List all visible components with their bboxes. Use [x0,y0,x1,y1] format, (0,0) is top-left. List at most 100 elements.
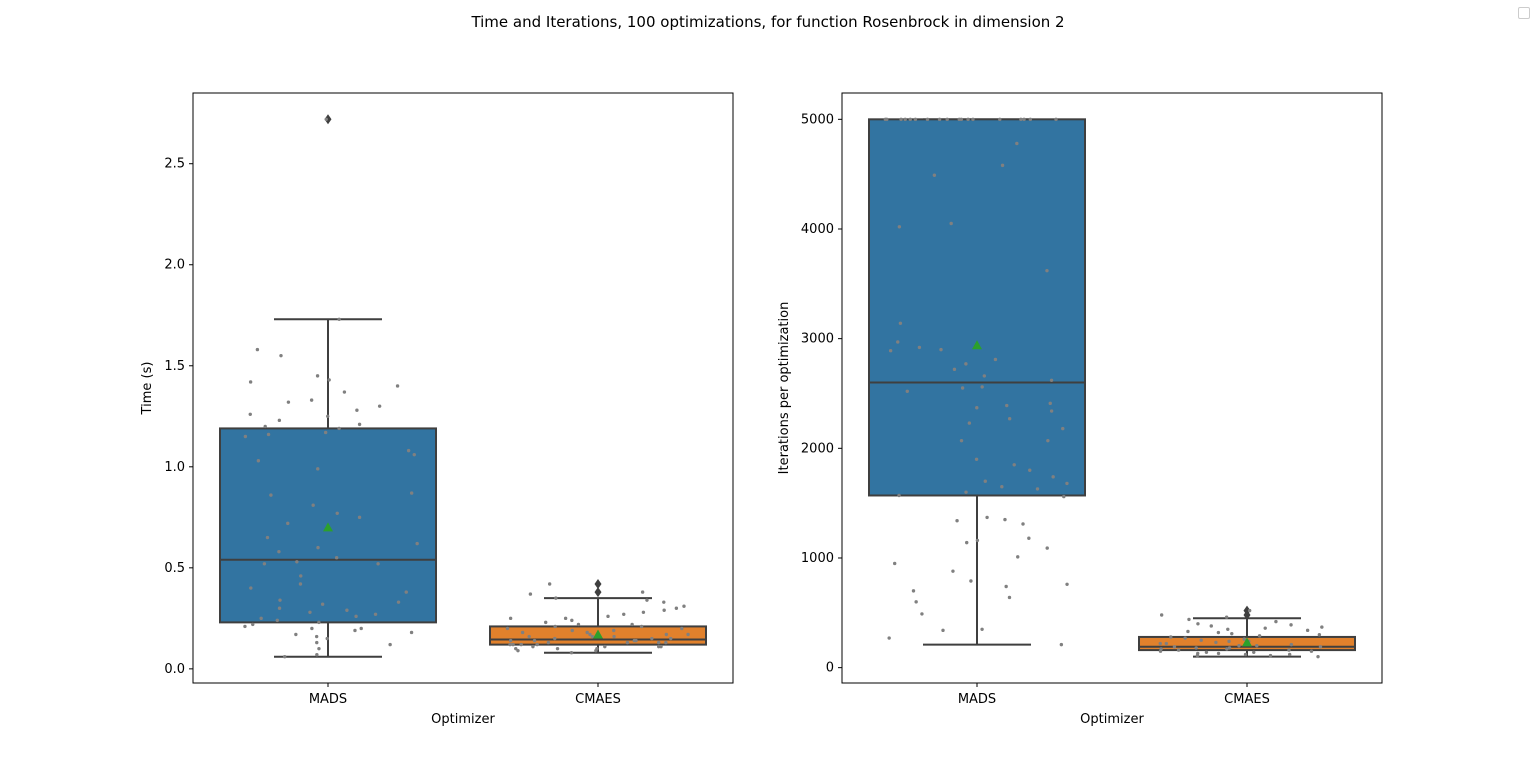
x-tick-label: MADS [309,692,347,707]
data-point [1187,617,1191,622]
data-point [659,644,663,649]
y-tick-label: 4000 [801,222,834,237]
data-point [1007,417,1012,421]
data-point [639,624,644,629]
data-point [1186,629,1190,634]
data-point [664,632,669,637]
data-point [277,606,282,610]
data-point [259,616,263,621]
mean-marker [323,522,333,532]
data-point [337,317,341,322]
data-point [914,600,918,604]
data-point [532,638,537,643]
data-point [354,614,358,619]
data-point [310,626,314,631]
data-point [553,636,557,641]
data-point [311,503,315,507]
data-point [680,626,684,631]
data-point [980,385,984,389]
data-point [998,117,1002,122]
data-point [885,117,889,122]
data-point [357,515,362,520]
data-point [1015,141,1019,146]
data-point [359,626,363,631]
data-point [630,622,634,627]
data-point [588,632,592,637]
data-point [896,340,900,344]
x-tick-label: CMAES [1224,692,1270,707]
y-tick-label: 0.5 [164,561,185,576]
data-point [664,640,668,645]
data-point [913,117,918,122]
data-point [982,374,987,378]
data-point [1158,641,1162,646]
data-point [1035,487,1040,491]
data-point [656,640,661,645]
y-tick-label: 1.5 [164,359,185,374]
data-point [645,598,649,602]
data-point [1003,517,1007,522]
data-point [1172,645,1177,649]
data-point [917,345,922,350]
data-point [569,650,574,655]
data-point [1004,584,1008,589]
data-point [955,518,959,523]
data-point [632,638,637,643]
data-point [969,579,973,583]
x-axis-label: Optimizer [431,712,495,727]
data-point [1016,555,1020,559]
data-point [323,430,328,435]
data-point [1274,619,1278,624]
data-point [563,616,568,621]
data-point [256,459,261,463]
data-point [959,117,964,122]
data-point [1049,378,1054,383]
data-point [606,614,610,619]
data-point [686,632,690,637]
data-point [327,378,331,382]
data-point [396,600,401,604]
data-point [546,640,551,645]
data-point [1287,648,1291,652]
data-point [299,574,303,578]
data-point [516,648,520,653]
data-point [965,540,969,545]
data-point [1289,623,1293,627]
data-point [337,426,341,431]
data-point [282,655,287,659]
data-point [1046,438,1050,443]
data-point [1164,641,1169,646]
data-point [279,353,283,358]
data-point [1199,638,1203,642]
time-boxplot-chart: 0.0 0.5 1.0 1.5 2.0 2.5 MADS CMAES Optimizer Time… [140,92,734,727]
strip-points-mads [883,117,1069,647]
data-point [887,636,891,640]
data-point [1000,484,1004,489]
legend-box [1518,7,1530,19]
data-point [1268,653,1273,658]
iqr-box [868,118,1086,497]
data-point [662,600,666,604]
data-point [316,467,320,471]
data-point [898,321,903,325]
data-point [974,457,979,461]
data-point [570,628,574,633]
data-point [932,173,937,177]
axes-frame [192,92,734,684]
data-point [590,634,595,639]
data-point [612,628,616,633]
data-point [1216,630,1221,635]
data-point [1054,117,1058,122]
data-point [993,357,998,362]
data-point [1051,475,1055,479]
data-point [315,653,319,657]
data-point [249,586,253,590]
data-point [317,646,321,651]
data-point [345,608,349,612]
data-point [1255,644,1259,648]
data-point [1196,622,1200,626]
data-point [964,490,968,494]
data-point [1316,654,1320,659]
data-point [355,408,359,412]
data-point [528,592,533,596]
